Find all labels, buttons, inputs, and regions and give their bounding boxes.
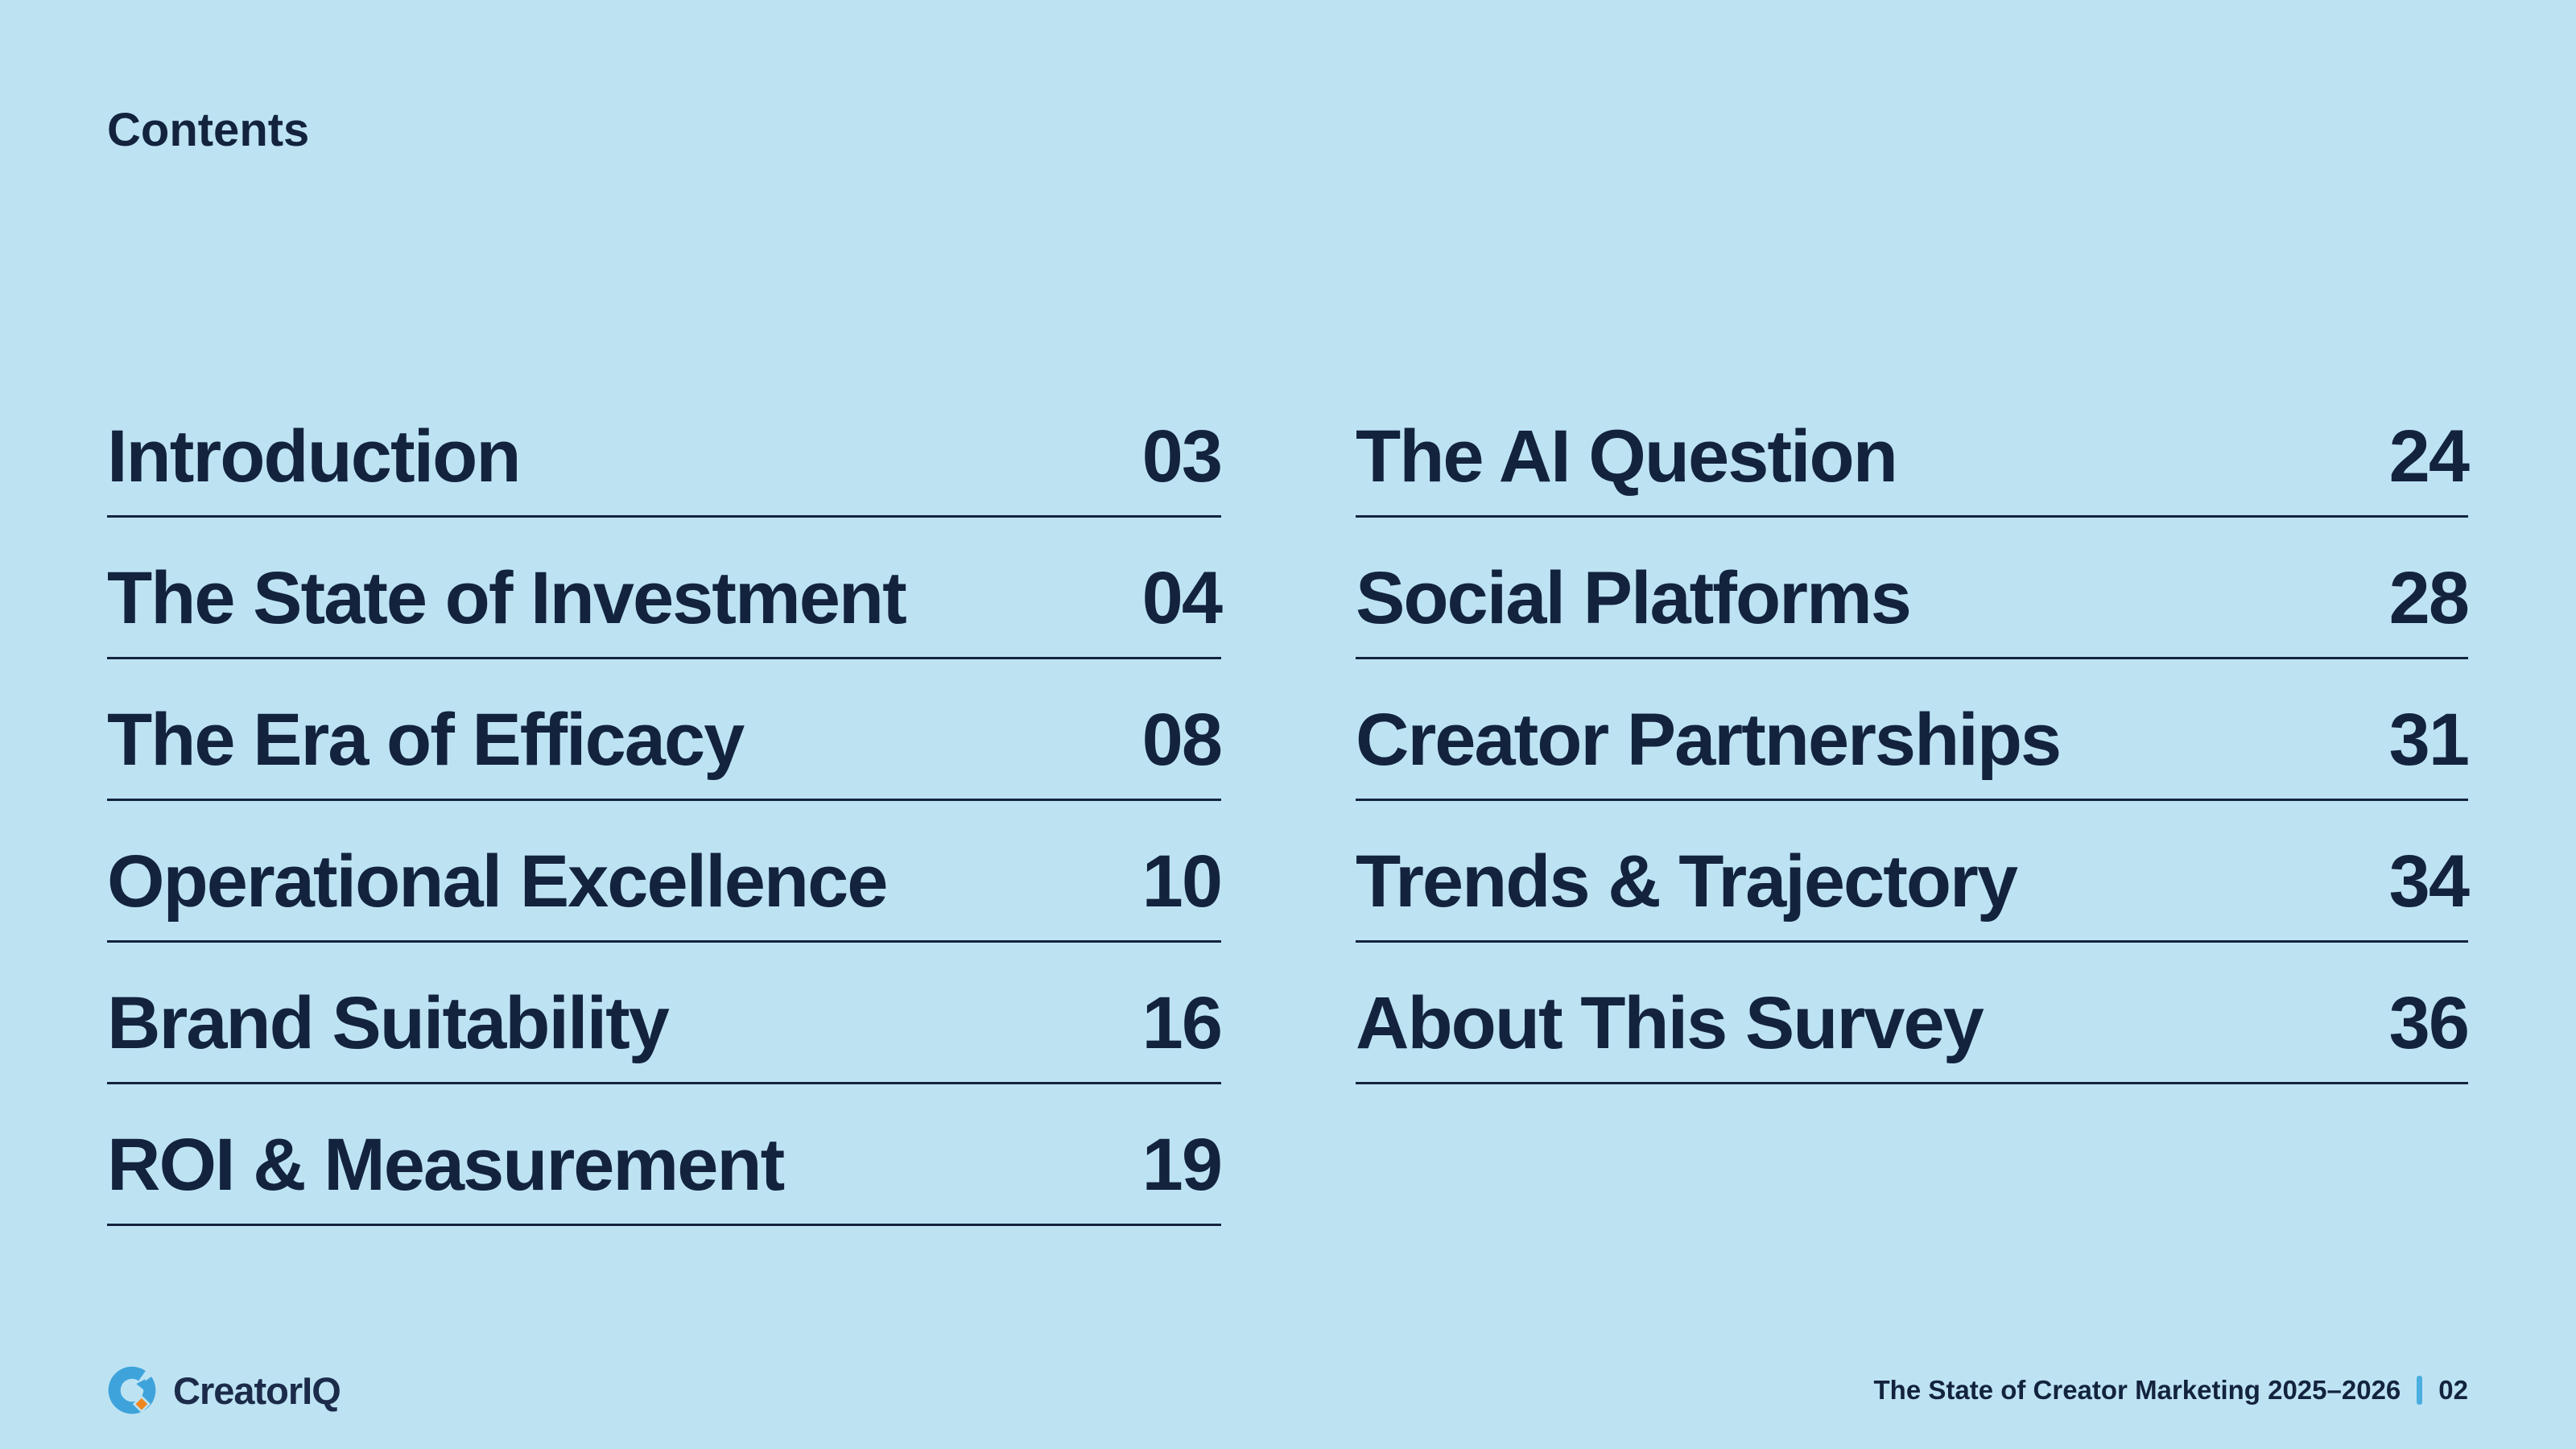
toc-entry-trends-trajectory[interactable]: Trends & Trajectory 34 <box>1356 801 2470 943</box>
toc-entry-label: The AI Question <box>1356 415 1898 497</box>
toc-entry-label: Operational Excellence <box>107 840 888 923</box>
footer-brand: CreatorIQ <box>105 1362 341 1418</box>
footer-doc-title: The State of Creator Marketing 2025–2026 <box>1873 1375 2401 1405</box>
toc-entry-era-of-efficacy[interactable]: The Era of Efficacy 08 <box>107 659 1223 801</box>
creatoriq-logo-icon <box>105 1364 159 1417</box>
toc-entry-page: 10 <box>1141 840 1223 923</box>
toc-entry-label: Introduction <box>107 415 522 497</box>
toc-entry-label: Social Platforms <box>1356 557 1912 639</box>
toc-entry-page: 19 <box>1141 1124 1223 1206</box>
toc-entry-page: 16 <box>1141 982 1223 1064</box>
toc-entry-page: 36 <box>2388 982 2470 1064</box>
toc-entry-page: 04 <box>1141 557 1223 639</box>
toc-entry-label: The State of Investment <box>107 557 907 639</box>
toc-entry-page: 24 <box>2388 415 2470 497</box>
footer-separator-bar <box>2417 1376 2423 1405</box>
toc-entry-page: 08 <box>1141 699 1223 781</box>
toc-entry-label: ROI & Measurement <box>107 1124 785 1206</box>
toc-entry-label: The Era of Efficacy <box>107 699 745 781</box>
toc-entry-brand-suitability[interactable]: Brand Suitability 16 <box>107 943 1223 1084</box>
footer-page-number: 02 <box>2438 1375 2468 1405</box>
toc-entry-creator-partnerships[interactable]: Creator Partnerships 31 <box>1356 659 2470 801</box>
toc-entry-ai-question[interactable]: The AI Question 24 <box>1356 376 2470 518</box>
toc-entry-operational-excellence[interactable]: Operational Excellence 10 <box>107 801 1223 943</box>
toc-entry-page: 34 <box>2388 840 2470 923</box>
toc-entry-label: Brand Suitability <box>107 982 670 1064</box>
toc-entry-page: 31 <box>2388 699 2470 781</box>
footer-meta: The State of Creator Marketing 2025–2026… <box>1874 1362 2468 1418</box>
toc-entry-introduction[interactable]: Introduction 03 <box>107 376 1223 518</box>
toc-entry-page: 28 <box>2388 557 2470 639</box>
toc-entry-label: Trends & Trajectory <box>1356 840 2018 923</box>
toc-entry-social-platforms[interactable]: Social Platforms 28 <box>1356 518 2470 659</box>
toc-column-left: Introduction 03 The State of Investment … <box>107 376 1223 1226</box>
toc-column-right: The AI Question 24 Social Platforms 28 C… <box>1356 376 2470 1084</box>
toc-entry-label: About This Survey <box>1356 982 1984 1064</box>
page-title: Contents <box>107 104 310 156</box>
toc-entry-state-of-investment[interactable]: The State of Investment 04 <box>107 518 1223 659</box>
toc-entry-roi-measurement[interactable]: ROI & Measurement 19 <box>107 1084 1223 1226</box>
toc-entry-page: 03 <box>1141 415 1223 497</box>
toc-entry-about-this-survey[interactable]: About This Survey 36 <box>1356 943 2470 1084</box>
brand-wordmark: CreatorIQ <box>173 1368 341 1412</box>
toc-entry-label: Creator Partnerships <box>1356 699 2062 781</box>
